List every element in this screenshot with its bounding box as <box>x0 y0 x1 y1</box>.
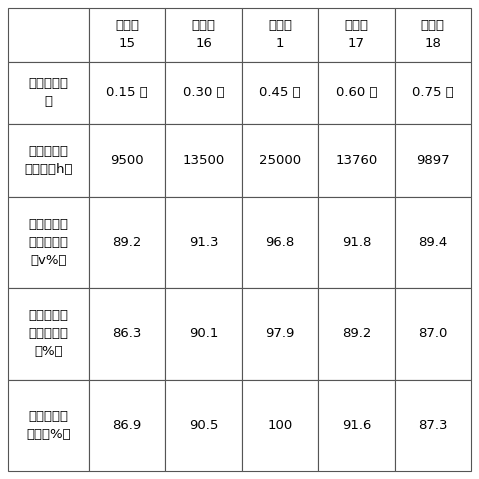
Bar <box>395 288 471 379</box>
Bar <box>318 62 395 124</box>
Bar <box>318 8 395 62</box>
Bar <box>242 196 318 288</box>
Bar <box>89 196 165 288</box>
Bar <box>242 288 318 379</box>
Text: 0.15 份: 0.15 份 <box>106 86 148 100</box>
Bar <box>395 379 471 471</box>
Bar <box>89 379 165 471</box>
Bar <box>8 196 89 288</box>
Text: 实施例
17: 实施例 17 <box>344 20 368 50</box>
Bar <box>165 124 242 196</box>
Text: 9897: 9897 <box>416 154 450 167</box>
Text: 91.3: 91.3 <box>189 236 218 249</box>
Bar <box>8 62 89 124</box>
Text: 实施例
16: 实施例 16 <box>192 20 216 50</box>
Text: 89.4: 89.4 <box>418 236 447 249</box>
Text: 25000: 25000 <box>259 154 301 167</box>
Bar <box>165 62 242 124</box>
Text: 粗产物中氯
乙烯的收率
（%）: 粗产物中氯 乙烯的收率 （%） <box>29 309 68 358</box>
Text: 97.9: 97.9 <box>265 327 295 340</box>
Bar <box>165 288 242 379</box>
Bar <box>8 8 89 62</box>
Bar <box>395 62 471 124</box>
Bar <box>318 379 395 471</box>
Text: 91.8: 91.8 <box>342 236 371 249</box>
Bar <box>165 196 242 288</box>
Bar <box>318 196 395 288</box>
Text: 粗产物中氯
乙烯的纯度
（v%）: 粗产物中氯 乙烯的纯度 （v%） <box>29 218 68 267</box>
Bar <box>165 379 242 471</box>
Text: 91.6: 91.6 <box>342 419 371 432</box>
Text: 90.5: 90.5 <box>189 419 218 432</box>
Bar <box>395 124 471 196</box>
Text: 0.60 份: 0.60 份 <box>336 86 377 100</box>
Text: 13760: 13760 <box>335 154 377 167</box>
Text: 实施例
15: 实施例 15 <box>115 20 139 50</box>
Text: 实施例
1: 实施例 1 <box>268 20 292 50</box>
Bar <box>89 8 165 62</box>
Text: 100: 100 <box>267 419 293 432</box>
Text: 89.2: 89.2 <box>342 327 371 340</box>
Text: 铂金加入比
例: 铂金加入比 例 <box>29 78 68 108</box>
Bar <box>318 288 395 379</box>
Text: 89.2: 89.2 <box>113 236 142 249</box>
Text: 90.1: 90.1 <box>189 327 218 340</box>
Text: 氯乙烯的选
择性（%）: 氯乙烯的选 择性（%） <box>26 410 71 441</box>
Bar <box>395 8 471 62</box>
Bar <box>395 196 471 288</box>
Bar <box>89 124 165 196</box>
Text: 0.45 份: 0.45 份 <box>259 86 301 100</box>
Bar <box>8 379 89 471</box>
Text: 87.0: 87.0 <box>418 327 447 340</box>
Bar <box>8 124 89 196</box>
Bar <box>165 8 242 62</box>
Text: 0.75 份: 0.75 份 <box>412 86 454 100</box>
Text: 实施例
18: 实施例 18 <box>421 20 445 50</box>
Bar <box>242 379 318 471</box>
Bar <box>242 124 318 196</box>
Text: 86.9: 86.9 <box>113 419 142 432</box>
Bar <box>242 8 318 62</box>
Text: 86.3: 86.3 <box>113 327 142 340</box>
Text: 0.30 份: 0.30 份 <box>183 86 225 100</box>
Text: 9500: 9500 <box>111 154 144 167</box>
Text: 96.8: 96.8 <box>265 236 295 249</box>
Bar <box>318 124 395 196</box>
Bar <box>242 62 318 124</box>
Bar <box>8 288 89 379</box>
Bar <box>89 62 165 124</box>
Text: 13500: 13500 <box>182 154 225 167</box>
Bar <box>89 288 165 379</box>
Text: 催化剂的使
用寿命（h）: 催化剂的使 用寿命（h） <box>24 145 73 176</box>
Text: 87.3: 87.3 <box>418 419 447 432</box>
